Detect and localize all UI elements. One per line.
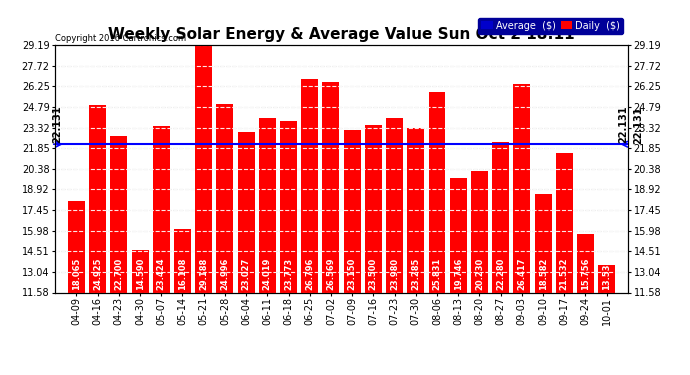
Bar — [577, 234, 594, 292]
Bar — [513, 84, 531, 292]
Text: 24.925: 24.925 — [93, 258, 102, 290]
Text: 23.027: 23.027 — [241, 258, 250, 290]
Bar — [407, 128, 424, 292]
Bar — [132, 250, 148, 292]
Text: 18.582: 18.582 — [539, 258, 548, 290]
Bar — [365, 125, 382, 292]
Text: 22.700: 22.700 — [115, 258, 124, 290]
Bar — [471, 171, 488, 292]
Text: 23.150: 23.150 — [348, 258, 357, 290]
Bar — [344, 130, 361, 292]
Text: 21.532: 21.532 — [560, 258, 569, 290]
Bar — [535, 194, 551, 292]
Text: 23.285: 23.285 — [411, 258, 420, 290]
Bar — [428, 92, 446, 292]
Text: 23.424: 23.424 — [157, 258, 166, 290]
Text: 13.534: 13.534 — [602, 258, 611, 290]
Text: Copyright 2016 Cartronics.com: Copyright 2016 Cartronics.com — [55, 33, 186, 42]
Text: 25.831: 25.831 — [433, 258, 442, 290]
Legend: Average  ($), Daily  ($): Average ($), Daily ($) — [478, 18, 623, 33]
Bar — [555, 153, 573, 292]
Bar — [450, 178, 466, 292]
Bar — [174, 229, 191, 292]
Text: 22.280: 22.280 — [496, 258, 505, 290]
Bar — [237, 132, 255, 292]
Bar — [322, 82, 339, 292]
Text: 24.996: 24.996 — [220, 258, 229, 290]
Text: 18.065: 18.065 — [72, 258, 81, 290]
Text: 19.746: 19.746 — [454, 258, 463, 290]
Text: 14.590: 14.590 — [135, 258, 144, 290]
Text: 23.980: 23.980 — [390, 258, 399, 290]
Text: 16.108: 16.108 — [178, 258, 187, 290]
Bar — [152, 126, 170, 292]
Bar — [110, 136, 128, 292]
Text: 20.230: 20.230 — [475, 258, 484, 290]
Bar — [302, 79, 318, 292]
Text: 24.019: 24.019 — [263, 258, 272, 290]
Text: 23.500: 23.500 — [369, 258, 378, 290]
Bar — [89, 105, 106, 292]
Text: 26.796: 26.796 — [305, 258, 314, 290]
Bar — [598, 265, 615, 292]
Bar — [195, 45, 212, 292]
Text: 26.417: 26.417 — [518, 258, 526, 290]
Bar — [217, 104, 233, 292]
Text: 22.131: 22.131 — [52, 105, 62, 143]
Text: 29.188: 29.188 — [199, 258, 208, 290]
Text: 26.569: 26.569 — [326, 258, 335, 290]
Title: Weekly Solar Energy & Average Value Sun Oct 2 18:11: Weekly Solar Energy & Average Value Sun … — [108, 27, 575, 42]
Bar — [492, 142, 509, 292]
Bar — [386, 118, 403, 292]
Bar — [280, 121, 297, 292]
Text: 22.131: 22.131 — [633, 107, 644, 144]
Text: 15.756: 15.756 — [581, 258, 590, 290]
Text: 23.773: 23.773 — [284, 258, 293, 290]
Text: 22.131: 22.131 — [619, 105, 629, 143]
Bar — [68, 201, 85, 292]
Bar — [259, 118, 276, 292]
